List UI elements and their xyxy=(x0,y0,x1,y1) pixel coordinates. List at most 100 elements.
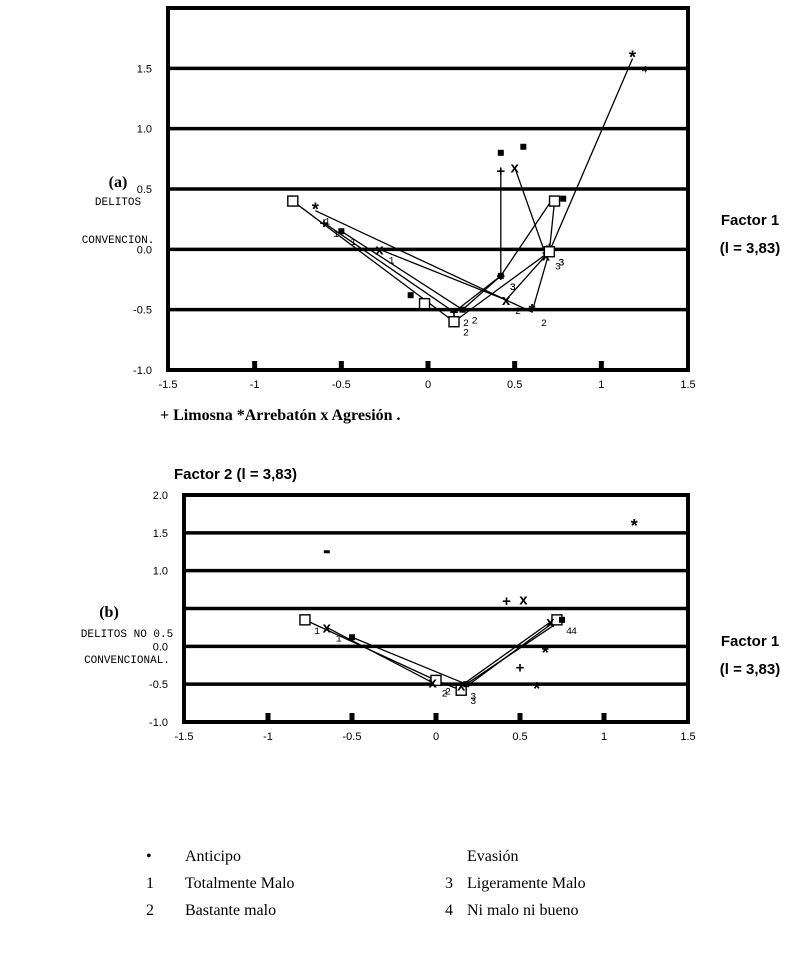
point-evasion xyxy=(455,684,467,696)
point-label: 1 xyxy=(388,256,394,267)
legend-row-3: 2 Bastante malo 4 Ni malo ni bueno xyxy=(140,902,700,929)
x-tick-label: -0.5 xyxy=(332,379,351,391)
y-tick-label: 0.0 xyxy=(137,244,152,256)
point-extra-dots xyxy=(520,143,527,150)
point-agresion: x xyxy=(457,678,466,695)
point-evasion xyxy=(448,316,460,328)
x-tick-label: -1.5 xyxy=(175,731,194,743)
legend-bullet: • xyxy=(146,848,152,865)
y-tick-label: 2.0 xyxy=(153,490,168,502)
point-label: 3 xyxy=(555,262,561,273)
legend-label-4: Ni malo ni bueno xyxy=(467,902,579,919)
point-evasion xyxy=(430,674,442,687)
legend-evasion: Evasión xyxy=(467,848,519,865)
point-extra xyxy=(418,297,431,310)
y-tick-label: -0.5 xyxy=(149,679,168,691)
y-axis-label-line: CONVENCIONAL. xyxy=(84,655,170,667)
factor-label-line: (l = 3,83) xyxy=(720,240,780,257)
y-tick-label: -0.5 xyxy=(133,305,152,317)
point-arrebaton: * xyxy=(528,301,535,321)
point-label: 2 xyxy=(463,329,469,340)
point-label: 1 xyxy=(324,218,330,229)
y-tick-label: -1.0 xyxy=(149,717,168,729)
series-line-anticipo xyxy=(340,198,554,311)
point-label: 4 xyxy=(571,627,577,638)
point-limosna: + xyxy=(320,215,329,232)
point-limosna: + xyxy=(502,593,511,610)
point-anticipo xyxy=(463,681,470,688)
point-label: 4 xyxy=(566,627,572,638)
y-tick-label: 0.0 xyxy=(153,641,168,653)
point-arrebaton: * xyxy=(542,643,549,663)
legend-number-3: 3 xyxy=(445,875,453,892)
point-label: 2 xyxy=(515,307,521,318)
point-label: 2 xyxy=(541,319,547,330)
legend-number-1: 1 xyxy=(146,875,154,892)
point-anticipo xyxy=(459,306,466,313)
chart-panel-b: -1.5 -1 -0.5 0 0.5 1 1.5 2.0 1.5 1.0 0.0 -0.5 -1.0 (b… xyxy=(81,466,780,743)
point-limosna: + xyxy=(450,304,459,321)
factor-label-line: Factor 1 xyxy=(721,633,779,650)
point-extra-dots xyxy=(407,292,414,299)
y-tick-label: 1.5 xyxy=(137,63,152,75)
y-tick-label: 1.0 xyxy=(153,566,168,578)
x-tick-label: -0.5 xyxy=(343,731,362,743)
legend-number-2: 2 xyxy=(146,902,154,919)
point-agresion: x xyxy=(546,614,555,631)
point-evasion xyxy=(287,195,299,207)
series-line-agresion xyxy=(326,621,551,687)
point-label: 2 xyxy=(442,690,448,701)
point-label: 1 xyxy=(314,627,320,638)
point-evasion xyxy=(543,246,556,258)
legend-box: • Anticipo Evasión 1 Totalmente Malo 3 L… xyxy=(140,848,700,929)
series-line-agresion xyxy=(379,167,547,301)
x-tick-label: 0 xyxy=(425,379,431,391)
point-agresion: x xyxy=(323,619,332,636)
factor-2-label: Factor 2 (l = 3,83) xyxy=(174,466,297,483)
point-label: 3 xyxy=(470,697,476,708)
chart-panel-a: -1.5 -1 -0.5 0 0.5 1 1.5 1.5 1.0 0.5 0.0 -0.5 -1.0 (a… xyxy=(82,6,780,424)
point-dash xyxy=(323,550,330,554)
y-axis-label-line: DELITOS NO 0.5 xyxy=(81,629,173,641)
point-label: 3 xyxy=(558,259,564,270)
point-label: 3 xyxy=(510,283,516,294)
legend-row-2: 1 Totalmente Malo 3 Ligeramente Malo xyxy=(140,875,700,902)
point-arrebaton: * xyxy=(533,679,540,699)
series-legend-line: + Limosna *Arrebatón x Agresión . xyxy=(160,407,401,424)
point-anticipo xyxy=(338,228,345,235)
legend-row-1: • Anticipo Evasión xyxy=(140,848,700,875)
point-label: 1 xyxy=(350,238,356,249)
x-tick-label: 1.5 xyxy=(680,731,695,743)
point-anticipo xyxy=(559,616,565,623)
point-label: 2 xyxy=(472,317,478,328)
legend-anticipo: Anticipo xyxy=(185,848,241,865)
point-agresion: x xyxy=(428,675,437,692)
x-tick-label: 0.5 xyxy=(512,731,527,743)
y-axis-label-line: DELITOS xyxy=(95,197,142,209)
point-arrebaton: * xyxy=(631,516,638,536)
x-tick-label: -1 xyxy=(250,379,260,391)
x-tick-label: 1 xyxy=(598,379,604,391)
point-agresion: x xyxy=(502,292,511,309)
point-evasion xyxy=(548,195,561,207)
point-limosna: + xyxy=(496,163,505,180)
point-label: 3 xyxy=(510,283,516,294)
point-anticipo xyxy=(497,272,504,279)
point-agresion: x xyxy=(510,159,519,176)
point-label: 2 xyxy=(463,319,469,330)
point-evasion xyxy=(299,614,311,626)
legend-label-3: Ligeramente Malo xyxy=(467,875,586,892)
x-tick-label: 0 xyxy=(433,731,439,743)
point-agresion-extra: x xyxy=(519,591,528,608)
point-label: 3 xyxy=(558,259,564,270)
series-line-arrebaton xyxy=(315,58,634,313)
point-arrebaton: * xyxy=(312,200,319,220)
x-tick-label: 1 xyxy=(601,731,607,743)
point-agresion: x xyxy=(375,241,384,258)
factor-label-line: (l = 3,83) xyxy=(720,661,780,678)
point-extra-dots xyxy=(497,149,504,156)
x-tick-label: -1 xyxy=(263,731,273,743)
point-label: 1 xyxy=(336,634,342,645)
point-label: 3 xyxy=(470,693,476,704)
